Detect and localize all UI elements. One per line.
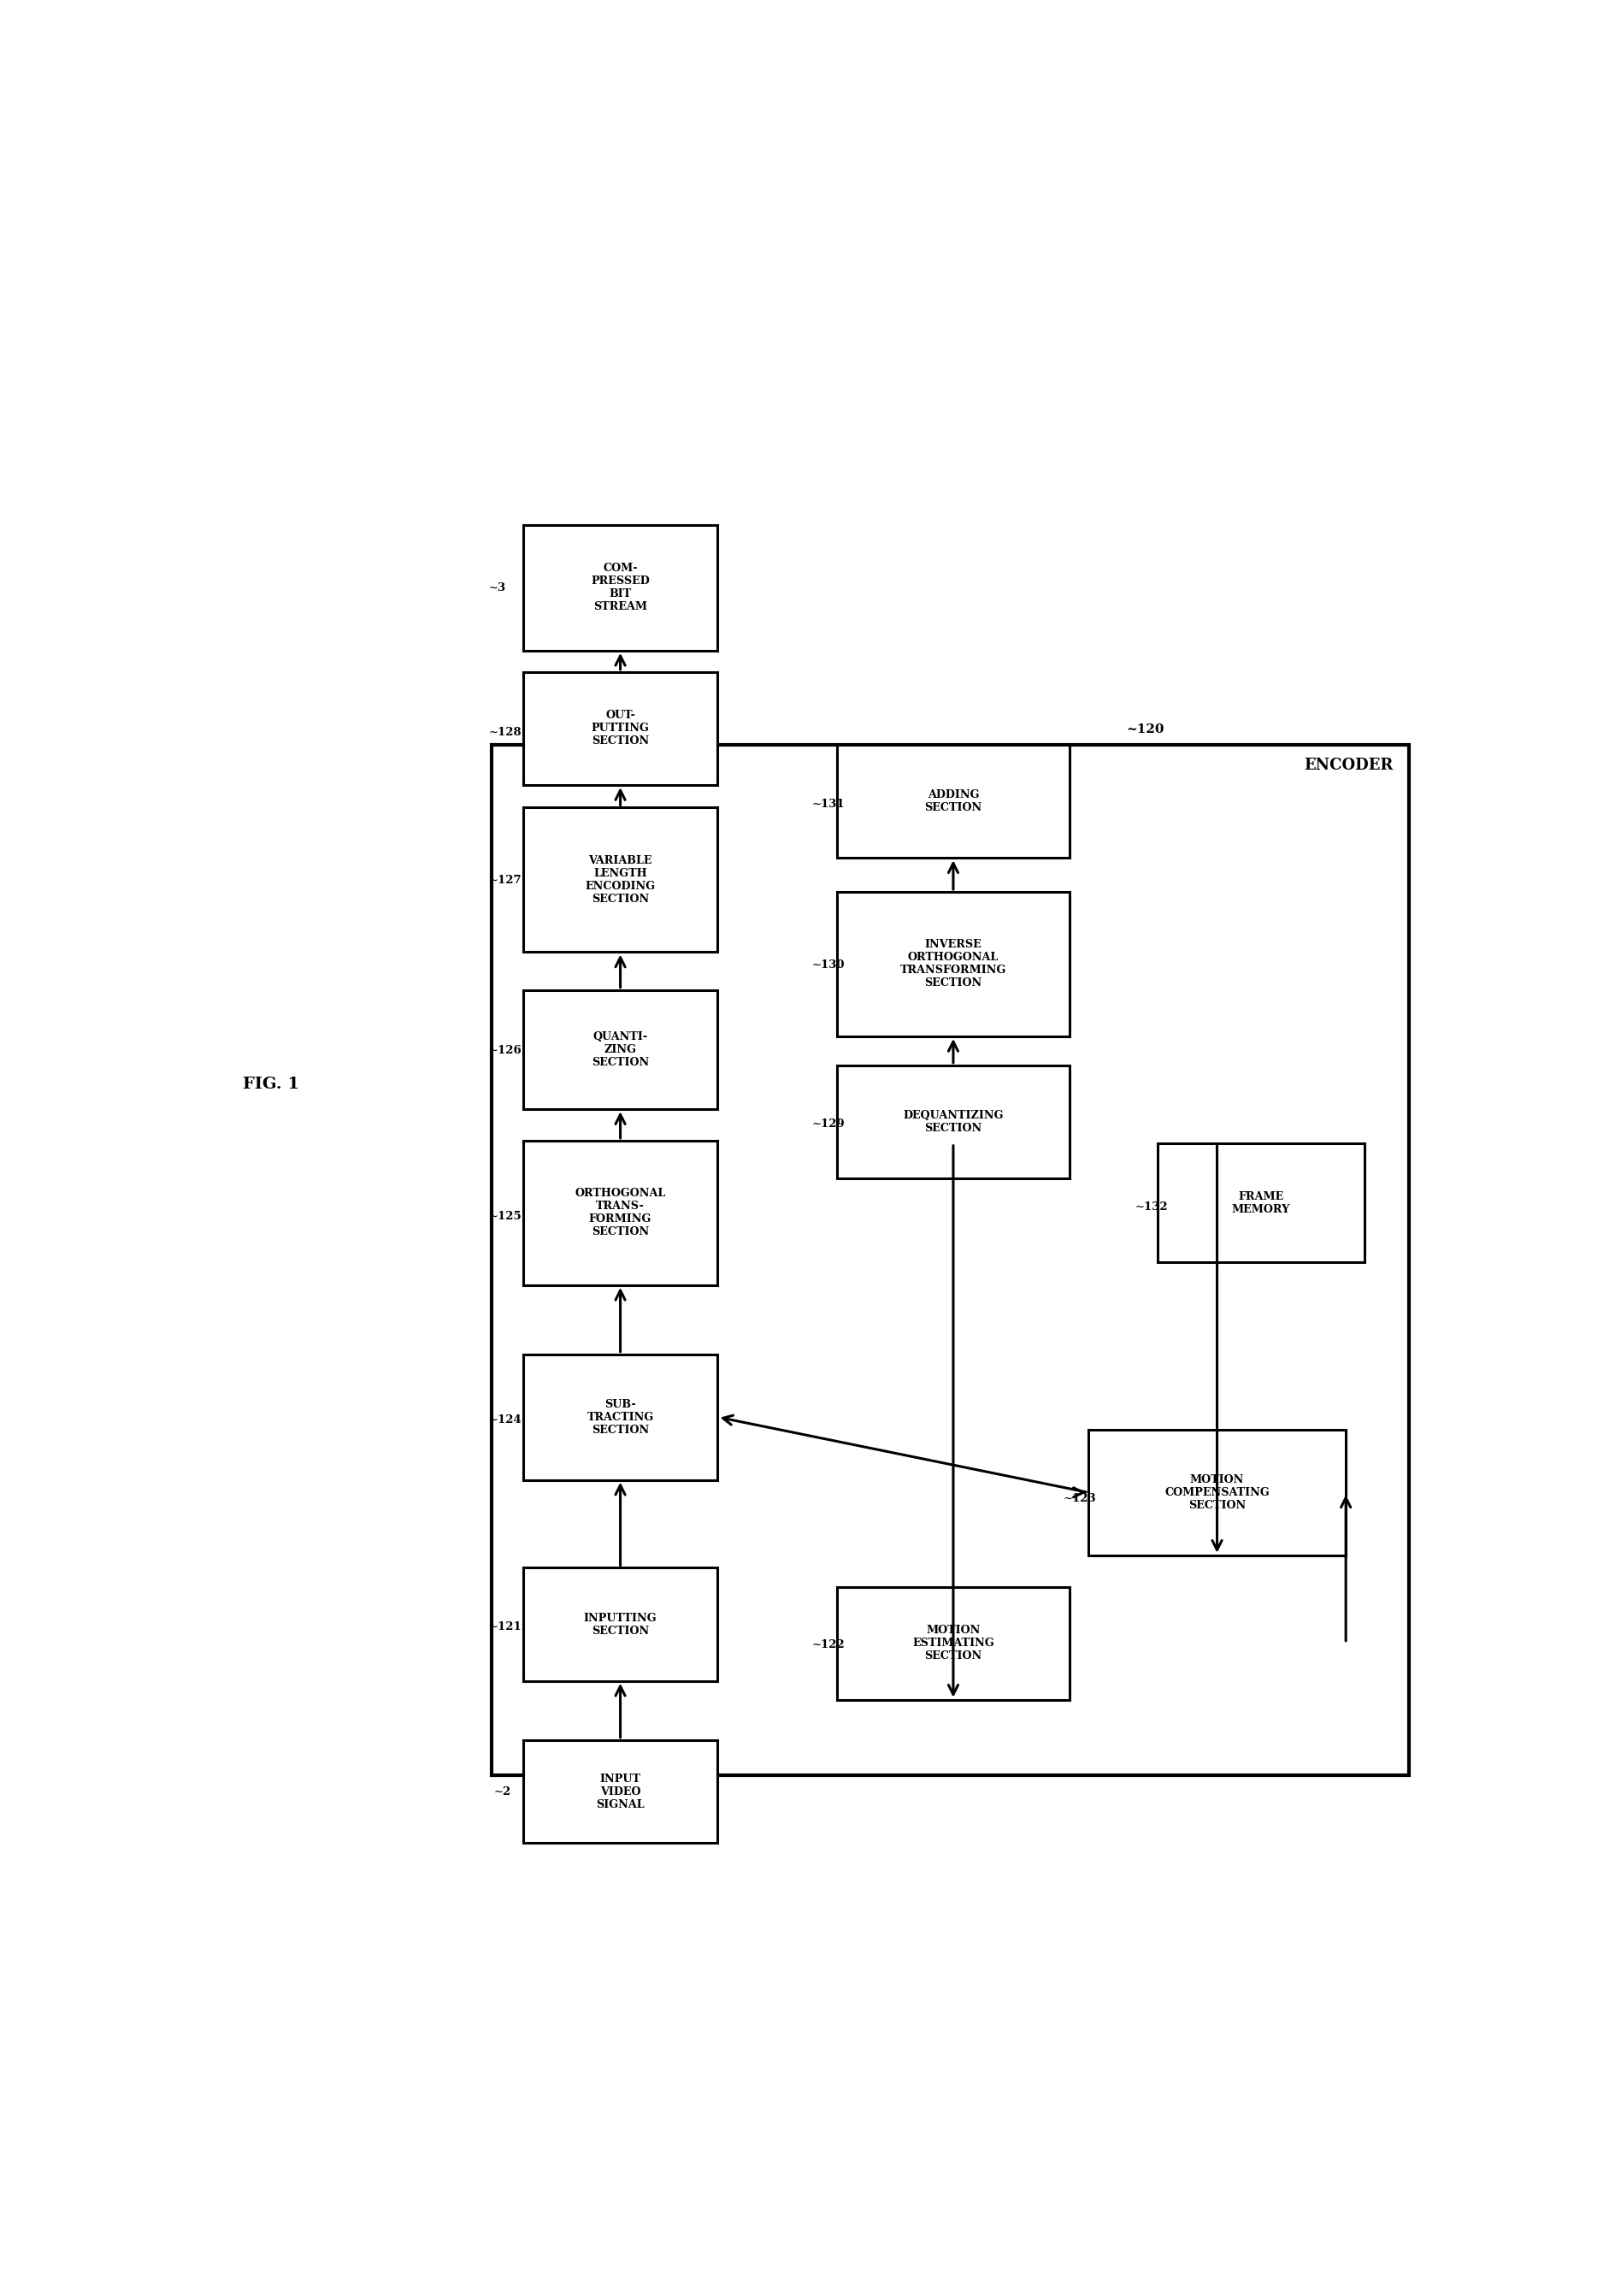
Bar — [1157, 1143, 1365, 1263]
Text: ~121: ~121 — [490, 1621, 522, 1632]
Text: MOTION
COMPENSATING
SECTION: MOTION COMPENSATING SECTION — [1164, 1474, 1269, 1511]
Bar — [524, 1141, 718, 1286]
Text: ~124: ~124 — [490, 1414, 522, 1426]
Bar — [524, 1568, 718, 1681]
Bar — [524, 526, 718, 650]
Text: SUB-
TRACTING
SECTION: SUB- TRACTING SECTION — [587, 1398, 653, 1435]
Text: ~123: ~123 — [1063, 1492, 1096, 1504]
Bar — [836, 1065, 1070, 1178]
Bar — [836, 891, 1070, 1035]
Text: QUANTI-
ZING
SECTION: QUANTI- ZING SECTION — [592, 1031, 648, 1068]
Text: ADDING
SECTION: ADDING SECTION — [924, 790, 982, 813]
Text: ~130: ~130 — [812, 960, 845, 971]
Text: ~129: ~129 — [812, 1118, 845, 1130]
Text: OUT-
PUTTING
SECTION: OUT- PUTTING SECTION — [592, 709, 650, 746]
Text: MOTION
ESTIMATING
SECTION: MOTION ESTIMATING SECTION — [913, 1626, 994, 1662]
Bar — [524, 990, 718, 1109]
Bar — [491, 744, 1409, 1775]
Text: ENCODER: ENCODER — [1305, 758, 1394, 774]
Bar — [524, 1740, 718, 1844]
Text: ~2: ~2 — [494, 1786, 511, 1798]
Bar — [524, 808, 718, 953]
Text: ~131: ~131 — [812, 799, 845, 810]
Text: COM-
PRESSED
BIT
STREAM: COM- PRESSED BIT STREAM — [592, 563, 650, 613]
Bar — [1088, 1430, 1345, 1554]
Text: INPUT
VIDEO
SIGNAL: INPUT VIDEO SIGNAL — [597, 1773, 645, 1809]
Text: ~120: ~120 — [1127, 723, 1164, 735]
Text: ~127: ~127 — [490, 875, 522, 886]
Text: ~128: ~128 — [490, 728, 522, 737]
Text: INPUTTING
SECTION: INPUTTING SECTION — [584, 1612, 657, 1637]
Text: ~126: ~126 — [490, 1045, 522, 1056]
Text: DEQUANTIZING
SECTION: DEQUANTIZING SECTION — [903, 1109, 1003, 1134]
Bar — [524, 1355, 718, 1481]
Bar — [836, 744, 1070, 859]
Text: VARIABLE
LENGTH
ENCODING
SECTION: VARIABLE LENGTH ENCODING SECTION — [585, 854, 655, 905]
Text: FIG. 1: FIG. 1 — [243, 1077, 300, 1093]
Text: ~125: ~125 — [490, 1210, 522, 1221]
Text: ~132: ~132 — [1135, 1201, 1167, 1212]
Text: ~122: ~122 — [812, 1639, 845, 1651]
Bar — [836, 1587, 1070, 1699]
Text: ~3: ~3 — [490, 583, 506, 592]
Text: FRAME
MEMORY: FRAME MEMORY — [1232, 1192, 1290, 1215]
Bar — [524, 673, 718, 785]
Text: ORTHOGONAL
TRANS-
FORMING
SECTION: ORTHOGONAL TRANS- FORMING SECTION — [575, 1187, 666, 1238]
Text: INVERSE
ORTHOGONAL
TRANSFORMING
SECTION: INVERSE ORTHOGONAL TRANSFORMING SECTION — [900, 939, 1007, 990]
